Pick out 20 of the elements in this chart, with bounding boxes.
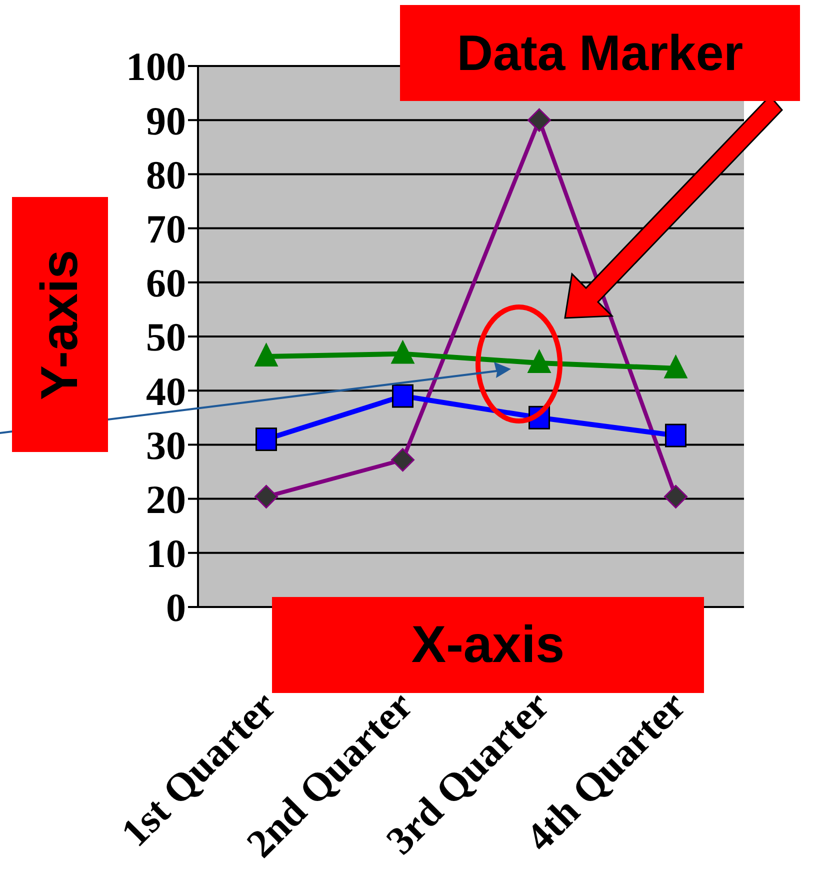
point	[665, 424, 686, 448]
y-tick-label: 70	[146, 206, 186, 252]
y-tick-label: 0	[166, 585, 186, 630]
y-tick-label: 10	[146, 531, 186, 576]
point	[254, 484, 278, 508]
x-axis-title: X-axis	[411, 616, 565, 674]
y-tick-label: 60	[146, 260, 186, 306]
point	[256, 428, 277, 452]
y-axis-title: Y-axis	[30, 249, 90, 400]
y-tick-label: 80	[146, 152, 186, 198]
point	[391, 448, 414, 472]
point	[392, 384, 414, 408]
y-tick-label: 90	[146, 98, 186, 144]
y-tick-label: 100	[126, 44, 186, 90]
y-tick-label: 50	[146, 314, 186, 360]
y-tick-label: 20	[146, 477, 186, 522]
point	[664, 484, 688, 508]
y-tick-label: 30	[146, 422, 186, 468]
point	[528, 108, 551, 132]
y-tick-label: 40	[146, 368, 186, 414]
